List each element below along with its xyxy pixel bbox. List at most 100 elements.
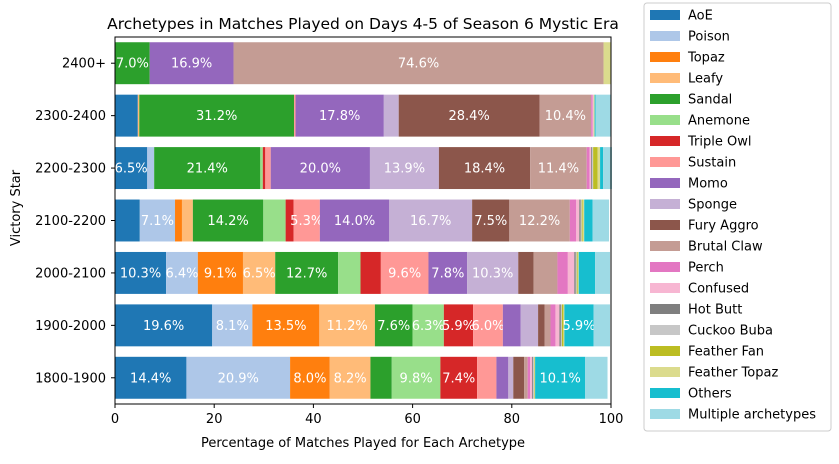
bar-segment — [561, 304, 564, 347]
y-axis-label: Victory Star — [9, 169, 24, 246]
bar-segment — [147, 147, 155, 190]
bar-segment — [592, 147, 594, 190]
bar-segment — [319, 199, 390, 242]
data-label: 5.9% — [442, 319, 475, 334]
legend-label: Momo — [688, 177, 728, 192]
legend-label: Poison — [688, 30, 730, 45]
bar-segment — [175, 199, 182, 242]
bar-segment — [518, 251, 534, 294]
bar-segment — [589, 147, 592, 190]
bar-segment — [115, 94, 138, 137]
legend-swatch — [650, 199, 680, 209]
bar-group-2200-2300: 6.5% 21.4% 20.0% 13.9% 18.4% 11.4% — [115, 147, 612, 190]
legend-label: Topaz — [687, 51, 725, 66]
data-label: 12.2% — [519, 214, 560, 229]
bar-segment — [533, 251, 558, 294]
bar-segment — [115, 356, 187, 399]
bar-segment — [567, 251, 575, 294]
bar-segment — [595, 94, 611, 137]
bar-segment — [591, 94, 593, 137]
bar-segment — [139, 94, 295, 137]
data-label: 11.2% — [326, 319, 367, 334]
bar-segment — [197, 251, 243, 294]
bar-segment — [580, 199, 582, 242]
x-tick-label: 60 — [404, 412, 421, 427]
bar-segment — [584, 199, 593, 242]
legend-label: Others — [688, 387, 732, 402]
bar-segment — [579, 199, 581, 242]
bar-segment — [181, 199, 193, 242]
bar-segment — [538, 304, 545, 347]
bar-segment — [139, 199, 176, 242]
bar-segment — [496, 356, 509, 399]
bar-segment — [530, 147, 587, 190]
data-label: 7.0% — [116, 57, 149, 72]
bar-segment — [532, 356, 534, 399]
legend-label: AoE — [688, 9, 713, 24]
legend-swatch — [650, 10, 680, 20]
bar-segment — [593, 147, 598, 190]
bar-segment — [265, 147, 271, 190]
bar-segment — [530, 356, 533, 399]
bar-segment — [593, 304, 611, 347]
bar-group-2400+: 7.0% 16.9% 74.6% — [115, 42, 611, 85]
data-label: 9.8% — [400, 371, 433, 386]
data-label: 10.3% — [120, 266, 161, 281]
bar-segment — [443, 304, 474, 347]
bar-segment — [242, 251, 276, 294]
bar-segment — [600, 147, 604, 190]
bar-segment — [591, 147, 593, 190]
bar-segment — [472, 199, 510, 242]
bar-group-2300-2400: 31.2% 17.8% 28.4% 10.4% — [115, 94, 611, 137]
legend-swatch — [650, 136, 680, 146]
bar-segment — [412, 304, 444, 347]
legend-label: Brutal Claw — [688, 240, 763, 255]
bar-segment — [380, 251, 429, 294]
bar-segment — [585, 356, 608, 399]
chart-title: Archetypes in Matches Played on Days 4-5… — [107, 15, 619, 33]
legend-swatch — [650, 325, 680, 335]
bar-segment — [440, 356, 478, 399]
legend-swatch — [650, 178, 680, 188]
bar-segment — [338, 251, 361, 294]
bar-segment — [560, 304, 562, 347]
bar-segment — [564, 304, 594, 347]
legend-label: Confused — [688, 282, 749, 297]
data-label: 14.0% — [334, 214, 375, 229]
bar-segment — [467, 251, 519, 294]
data-label: 6.4% — [165, 266, 198, 281]
bar-segment — [544, 304, 551, 347]
bar-segment — [391, 356, 441, 399]
data-label: 13.9% — [384, 162, 425, 177]
data-label: 8.0% — [293, 371, 326, 386]
data-label: 10.1% — [540, 371, 581, 386]
legend-swatch — [650, 409, 680, 419]
bar-segment — [557, 251, 568, 294]
legend-label: Multiple archetypes — [688, 408, 816, 423]
legend-swatch — [650, 304, 680, 314]
data-label: 9.6% — [388, 266, 421, 281]
legend-label: Hot Butt — [688, 303, 742, 318]
legend-label: Fury Aggro — [688, 219, 759, 234]
bar-segment — [438, 147, 531, 190]
bar-segment — [595, 251, 611, 294]
bar-segment — [186, 356, 291, 399]
y-tick-label: 2100-2200 — [35, 214, 106, 229]
bar-segment — [115, 42, 150, 85]
y-tick-label: 2400+ — [62, 57, 106, 72]
bar-segment — [534, 356, 535, 399]
data-label: 20.9% — [218, 371, 259, 386]
bar-segment — [389, 199, 473, 242]
bar-segment — [252, 304, 320, 347]
bar-segment — [115, 199, 140, 242]
bar-segment — [534, 356, 536, 399]
bar-segment — [524, 356, 528, 399]
data-label: 31.2% — [196, 109, 237, 124]
bar-segment — [115, 304, 213, 347]
data-label: 16.7% — [410, 214, 451, 229]
legend-label: Perch — [688, 261, 724, 276]
legend-swatch — [650, 262, 680, 272]
bar-segment — [115, 251, 167, 294]
bar-segment — [260, 147, 263, 190]
